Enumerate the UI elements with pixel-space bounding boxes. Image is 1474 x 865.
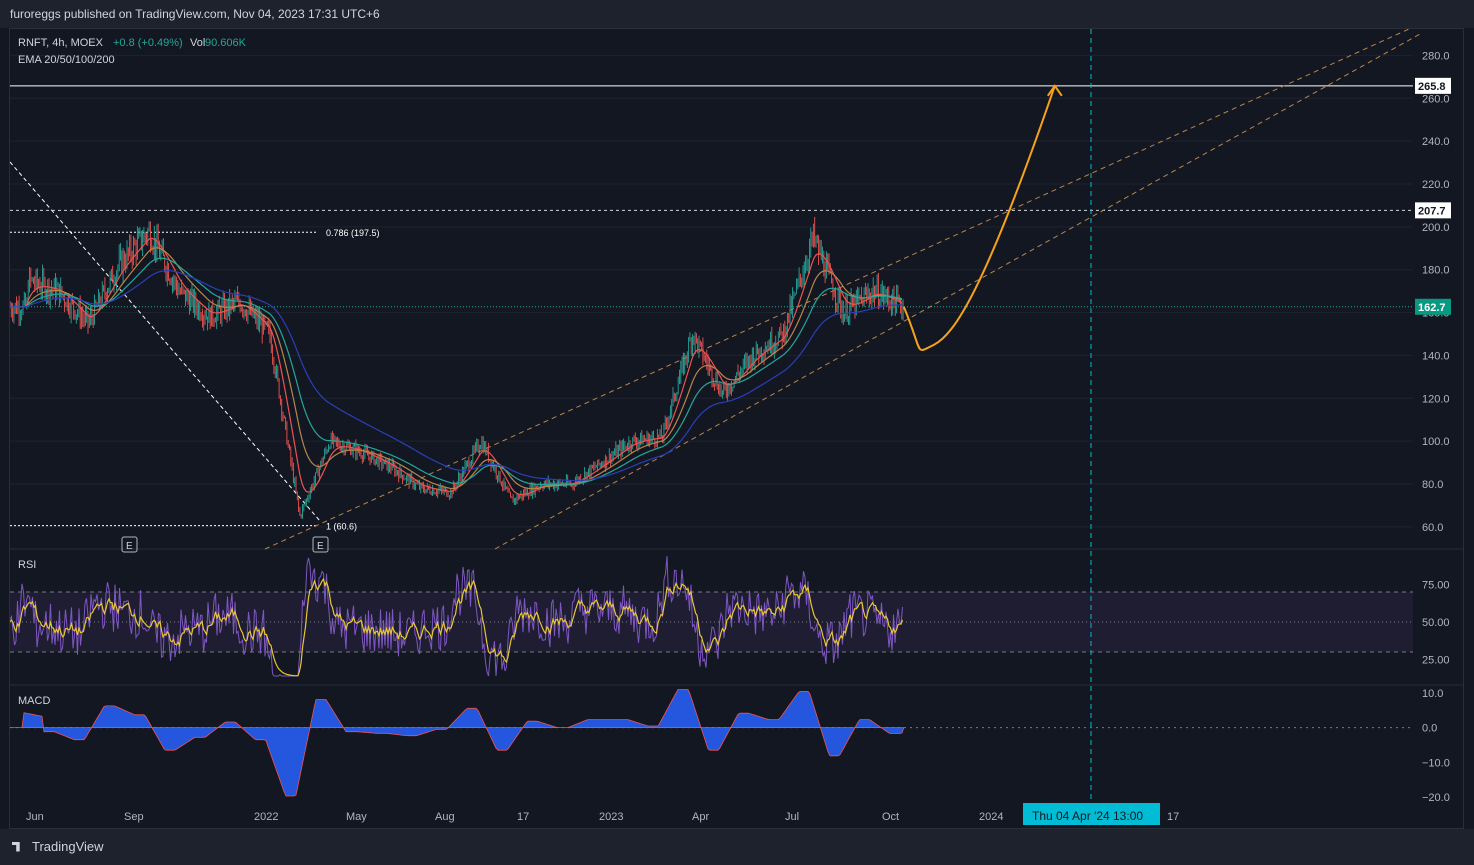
rsi-band-fill: [10, 592, 1413, 652]
macd-title: MACD: [18, 695, 50, 707]
date-badge-label: Thu 04 Apr '24 13:00: [1032, 809, 1143, 823]
legend-change: +0.8 (+0.49%): [113, 37, 183, 49]
legend-vol-value: 90.606K: [205, 37, 247, 49]
chart-svg[interactable]: 280.0260.0240.0220.0200.0180.0160.0140.0…: [10, 29, 1463, 828]
footer-bar: TradingView: [0, 829, 1474, 865]
ema20-line: [10, 237, 903, 496]
rsi-tick-label: 50.00: [1422, 617, 1450, 629]
projection-arrowhead: [1046, 84, 1063, 97]
current-price-tag-bg: [1415, 298, 1451, 315]
rsi-line: [10, 555, 903, 677]
legend-ema: EMA 20/50/100/200: [18, 54, 115, 66]
tradingview-logo[interactable]: TradingView: [12, 839, 104, 854]
price-tick-label: 280.0: [1422, 50, 1450, 62]
target-price-tag-bg: [1415, 77, 1451, 94]
time-tick-label: Apr: [692, 811, 709, 823]
time-tick-label: May: [346, 811, 367, 823]
rsi-title: RSI: [18, 559, 36, 571]
target-price-tag: 265.8: [1418, 81, 1446, 93]
price-tick-label: 200.0: [1422, 222, 1450, 234]
resistance-price-tag: 207.7: [1418, 205, 1446, 217]
price-tick-label: 240.0: [1422, 136, 1450, 148]
time-tick-label: 17: [1167, 811, 1179, 823]
price-tick-label: 220.0: [1422, 179, 1450, 191]
price-tick-label: 100.0: [1422, 436, 1450, 448]
legend-vol-label: Vol: [190, 37, 205, 49]
earnings-marker-box: [312, 536, 329, 553]
chart-area[interactable]: 280.0260.0240.0220.0200.0180.0160.0140.0…: [9, 28, 1464, 829]
rsi-tick-label: 75.00: [1422, 580, 1450, 592]
time-tick-label: Jul: [785, 811, 799, 823]
ema200-line: [10, 269, 903, 482]
rsi-tick-label: 25.00: [1422, 655, 1450, 667]
macd-tick-label: −10.0: [1422, 757, 1450, 769]
ema50-line: [10, 247, 903, 490]
macd-tick-label: 10.0: [1422, 688, 1443, 700]
price-tick-label: 80.0: [1422, 479, 1443, 491]
price-tick-label: 180.0: [1422, 265, 1450, 277]
macd-tick-label: −20.0: [1422, 792, 1450, 804]
channel-upper-line: [264, 29, 1411, 550]
macd-histogram: [10, 689, 905, 797]
price-tick-label: 260.0: [1422, 93, 1450, 105]
rsi-ma-line: [10, 577, 904, 677]
time-tick-label: Oct: [882, 811, 899, 823]
time-tick-label: 2023: [599, 811, 623, 823]
time-tick-label: Jun: [26, 811, 44, 823]
publish-text: furoreggs published on TradingView.com, …: [10, 7, 380, 21]
price-tick-label: 140.0: [1422, 350, 1450, 362]
ema100-line: [10, 257, 903, 485]
macd-tick-label: 0.0: [1422, 723, 1437, 735]
brand-label: TradingView: [32, 839, 104, 854]
resistance-price-tag-bg: [1415, 202, 1451, 219]
earnings-marker-box: [121, 536, 138, 553]
tradingview-mark-icon: [12, 841, 20, 852]
fib-trend-line: [10, 161, 321, 522]
time-tick-label: Aug: [435, 811, 455, 823]
price-tick-label: 60.0: [1422, 522, 1443, 534]
time-tick-label: 2022: [254, 811, 278, 823]
legend-symbol: RNFT, 4h, MOEX: [18, 37, 104, 49]
fib-label-1: 1 (60.6): [326, 522, 357, 532]
earnings-marker-label: E: [317, 541, 324, 552]
fib-label-0786: 0.786 (197.5): [326, 228, 380, 238]
earnings-marker-label: E: [126, 541, 133, 552]
time-tick-label: Sep: [124, 811, 144, 823]
current-price-tag: 162.7: [1418, 302, 1446, 314]
publish-header: furoreggs published on TradingView.com, …: [0, 0, 1474, 28]
price-tick-label: 120.0: [1422, 393, 1450, 405]
time-tick-label: 17: [517, 811, 529, 823]
time-tick-label: 2024: [979, 811, 1003, 823]
channel-lower-line: [494, 33, 1421, 550]
date-badge-bg: [1023, 803, 1160, 825]
projection-curve: [902, 85, 1056, 351]
